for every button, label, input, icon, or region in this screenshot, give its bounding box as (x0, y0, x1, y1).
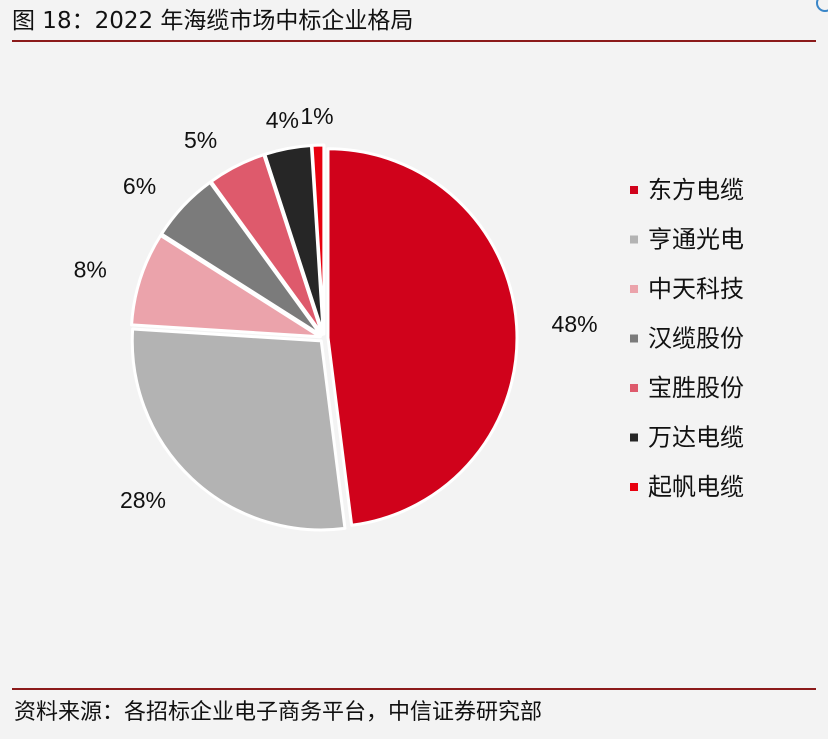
legend-label-4: 汉缆股份 (648, 325, 744, 353)
legend-label-5: 宝胜股份 (648, 374, 744, 402)
title-divider (12, 40, 816, 42)
pie-slice-7 (310, 143, 326, 336)
pie-slice-2 (130, 327, 347, 532)
legend-swatch-2 (630, 235, 638, 244)
legend-label-7: 起帆电缆 (648, 473, 744, 501)
slice-label-3: 8% (74, 256, 107, 282)
slice-label-6: 4% (266, 107, 299, 133)
legend-swatch-7 (630, 483, 638, 491)
legend-swatch-1 (630, 186, 638, 194)
source-divider (12, 688, 816, 690)
legend-label-2: 亨通光电 (648, 226, 744, 254)
slice-label-2: 28% (120, 487, 166, 513)
pie-slice-3 (130, 233, 322, 339)
source-note: 资料来源：各招标企业电子商务平台，中信证券研究部 (14, 700, 543, 725)
slice-label-5: 5% (184, 127, 217, 153)
slice-label-1: 48% (552, 311, 598, 337)
page-title: 图 18：2022 年海缆市场中标企业格局 (12, 8, 414, 34)
slice-label-4: 6% (123, 173, 156, 199)
pie-slice-1 (326, 147, 519, 527)
corner-circle-icon (816, 0, 828, 12)
legend-label-6: 万达电缆 (648, 424, 744, 452)
legend-label-3: 中天科技 (648, 275, 744, 303)
legend-swatch-3 (630, 285, 638, 293)
legend-label-1: 东方电缆 (648, 176, 744, 204)
legend-swatch-5 (630, 384, 638, 392)
pie-slices (130, 143, 519, 532)
pie-slice-labels: 48% 28% 8% 6% 5% 4% 1% (74, 103, 598, 513)
legend-swatch-4 (630, 334, 638, 343)
slice-label-7: 1% (300, 103, 333, 129)
legend-swatch-6 (630, 433, 638, 442)
